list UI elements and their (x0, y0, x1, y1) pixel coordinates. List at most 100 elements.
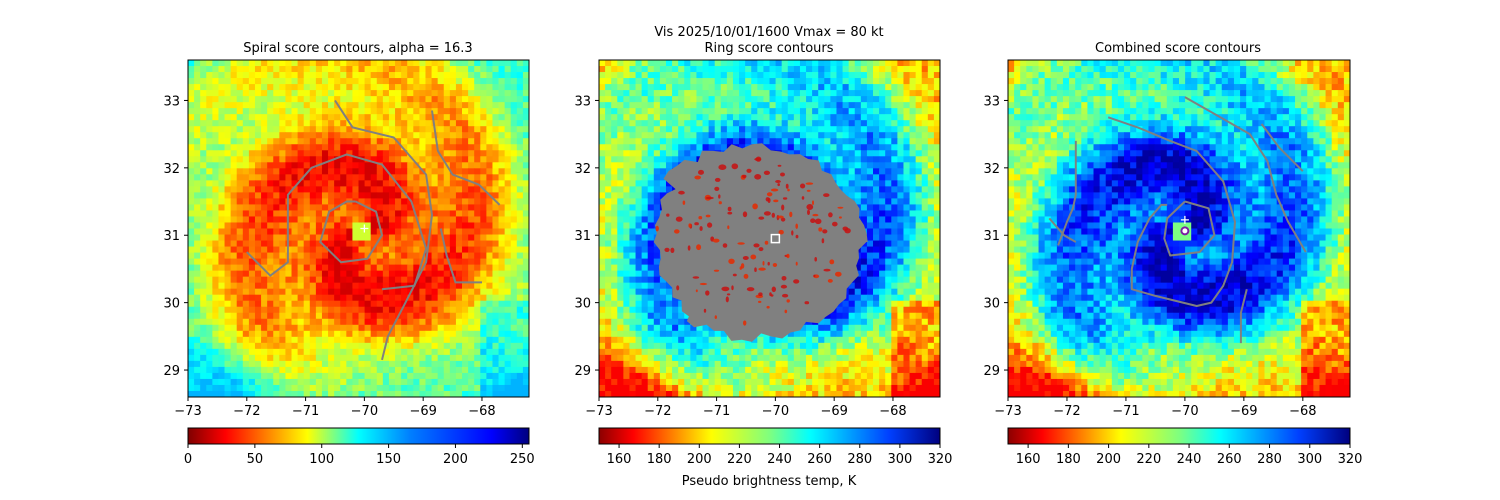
heatmap-cell (611, 216, 618, 223)
heatmap-cell (891, 66, 898, 73)
heatmap-cell (635, 162, 643, 169)
heatmap-cell (309, 294, 317, 302)
heatmap-cell (358, 90, 365, 97)
heatmap-cell (352, 150, 359, 157)
heatmap-cell (194, 156, 201, 163)
heatmap-cell (629, 156, 636, 163)
heatmap-cell (376, 126, 384, 133)
heatmap-cell (909, 138, 917, 145)
heatmap-cell (425, 78, 432, 85)
heatmap-cell (267, 174, 274, 181)
heatmap-cell (309, 204, 317, 211)
heatmap-cell (641, 84, 649, 91)
heatmap-cell (425, 276, 432, 284)
heatmap-cell (879, 144, 886, 151)
heatmap-cell (376, 330, 384, 338)
heatmap-cell (358, 198, 365, 205)
heatmap-cell (267, 360, 274, 368)
heatmap-cell (334, 138, 341, 145)
heatmap-cell (224, 210, 232, 217)
heatmap-cell (799, 150, 807, 157)
heatmap-cell (641, 102, 649, 109)
heatmap-cell (188, 102, 195, 109)
heatmap-cell (641, 126, 649, 133)
heatmap-cell (352, 366, 359, 374)
heatmap-cell (248, 306, 256, 314)
heatmap-cell (498, 366, 506, 374)
heatmap-cell (678, 84, 685, 91)
heatmap-cell (382, 264, 390, 272)
heatmap-cell (358, 138, 365, 145)
heatmap-cell (684, 120, 691, 127)
heatmap-cell (376, 372, 384, 380)
heatmap-cell (413, 210, 420, 217)
heatmap-cell (188, 384, 195, 392)
heatmap-cell (425, 330, 432, 338)
heatmap-cell (696, 150, 703, 157)
heatmap-cell (321, 174, 329, 181)
heatmap-cell (611, 228, 618, 235)
heatmap-cell (352, 300, 359, 308)
heatmap-cell (328, 252, 335, 259)
heatmap-cell (635, 228, 643, 235)
heatmap-cell (328, 360, 335, 368)
heatmap-cell (672, 60, 679, 67)
heatmap-cell (364, 84, 372, 91)
heatmap-cell (218, 108, 225, 115)
heatmap-cell (684, 132, 691, 139)
heatmap-cell (462, 360, 469, 368)
heatmap-cell (395, 174, 402, 181)
heatmap-cell (309, 132, 317, 139)
heatmap-cell (455, 96, 463, 103)
heatmap-cell (854, 66, 862, 73)
heatmap-cell (224, 66, 232, 73)
heatmap-cell (921, 246, 929, 253)
heatmap-cell (401, 72, 408, 79)
heatmap-cell (873, 138, 880, 145)
heatmap-cell (188, 222, 195, 229)
heatmap-cell (230, 204, 238, 211)
heatmap-cell (873, 60, 880, 67)
heatmap-cell (866, 96, 874, 103)
heatmap-cell (462, 312, 469, 320)
heatmap-cell (605, 108, 612, 115)
heatmap-cell (248, 198, 256, 205)
heatmap-cell (364, 300, 372, 308)
heatmap-cell (413, 234, 420, 241)
heatmap-cell (455, 330, 463, 338)
heatmap-cell (891, 210, 898, 217)
heatmap-cell (431, 150, 439, 157)
heatmap-cell (516, 288, 524, 296)
heatmap-cell (726, 96, 734, 103)
heatmap-cell (407, 60, 414, 67)
heatmap-cell (480, 276, 487, 284)
heatmap-cell (248, 150, 256, 157)
heatmap-cell (455, 312, 463, 320)
heatmap-cell (431, 180, 439, 187)
heatmap-cell (321, 96, 329, 103)
heatmap-cell (623, 72, 630, 79)
heatmap-cell (678, 144, 685, 151)
heatmap-cell (218, 312, 225, 320)
heatmap-cell (352, 318, 359, 326)
heatmap-cell (623, 216, 630, 223)
heatmap-cell (647, 78, 655, 85)
heatmap-cell (659, 78, 667, 85)
heatmap-cell (635, 84, 643, 91)
heatmap-cell (267, 222, 274, 229)
heatmap-cell (468, 102, 475, 109)
heatmap-cell (468, 126, 475, 133)
heatmap-cell (212, 342, 219, 350)
heatmap-cell (498, 360, 506, 368)
heatmap-cell (303, 366, 311, 374)
heatmap-cell (665, 108, 673, 115)
heatmap-cell (254, 294, 262, 302)
heatmap-cell (665, 186, 673, 193)
heatmap-cell (909, 60, 917, 67)
heatmap-cell (492, 366, 499, 374)
heatmap-cell (267, 258, 274, 266)
heatmap-cell (431, 222, 439, 229)
heatmap-cell (486, 324, 493, 332)
heatmap-cell (364, 60, 372, 67)
heatmap-cell (194, 360, 201, 368)
